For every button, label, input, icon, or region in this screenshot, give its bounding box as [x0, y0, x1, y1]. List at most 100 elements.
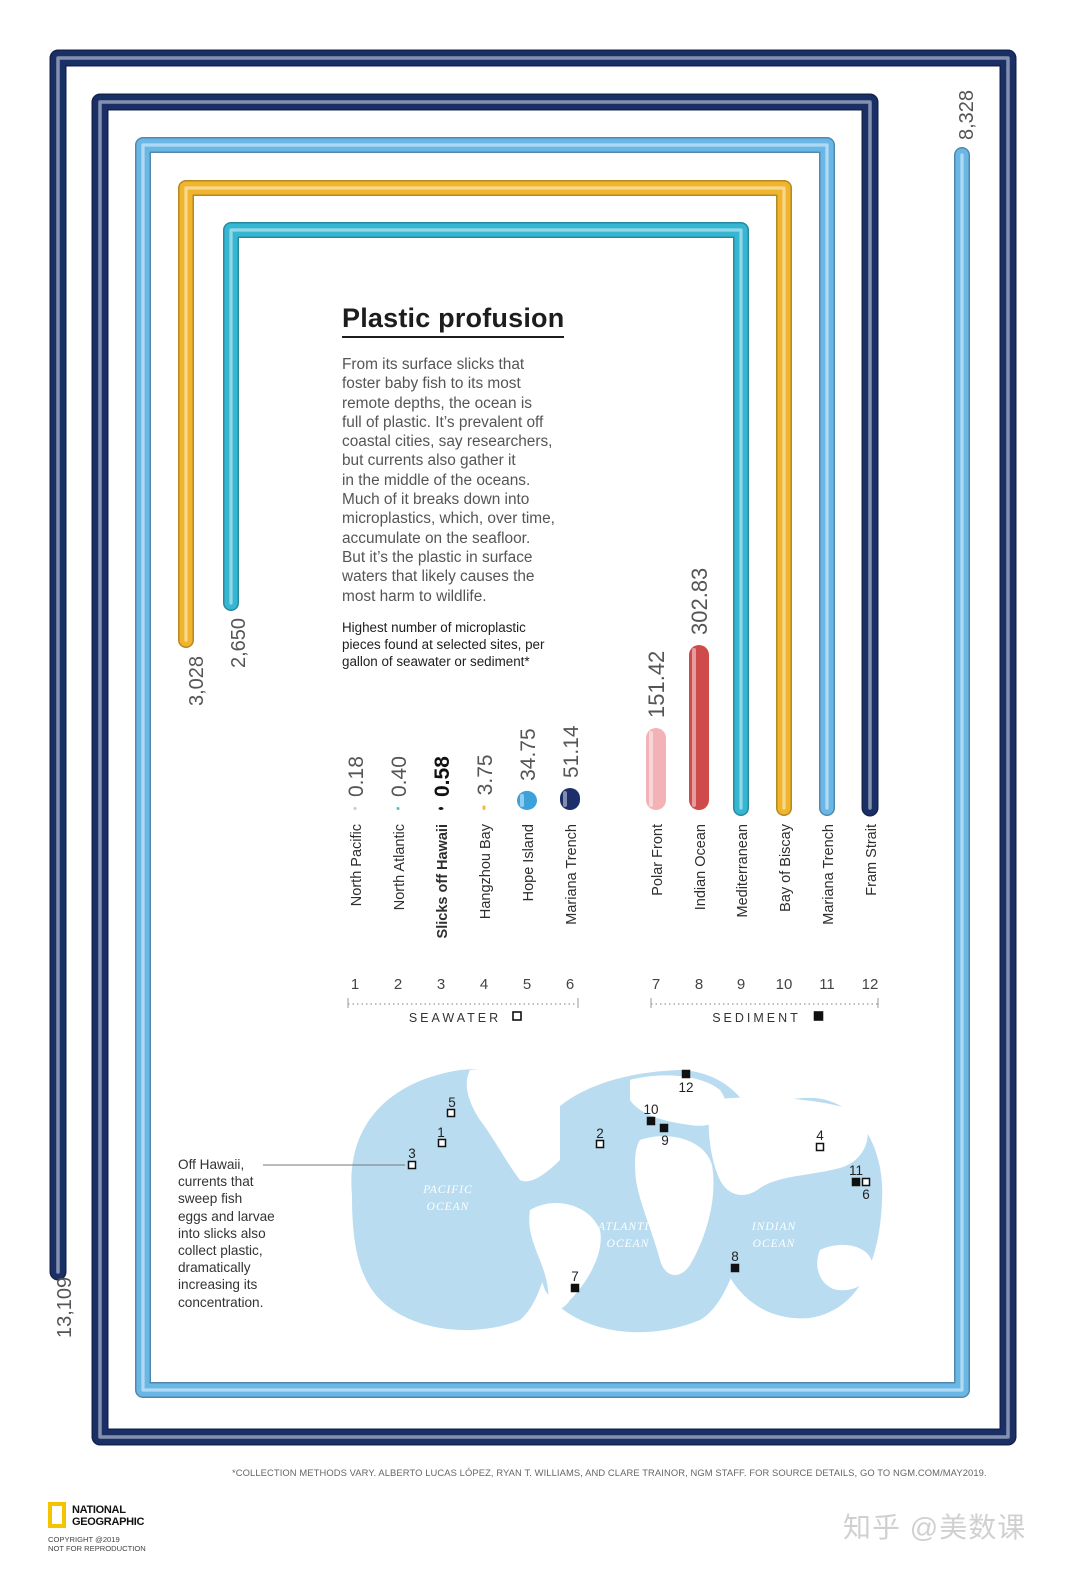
site-number-1: 1: [351, 976, 359, 993]
site-number-5: 5: [523, 976, 531, 993]
asia-land: [708, 1097, 868, 1195]
site-name-2: North Atlantic: [392, 824, 408, 910]
intro-line: Much of it breaks down into: [342, 491, 530, 509]
group-label: SEDIMENT: [712, 1011, 801, 1025]
site-name-10: Bay of Biscay: [778, 823, 794, 912]
seawater-marker-icon: [437, 1138, 447, 1148]
annotation-line: Off Hawaii,: [178, 1157, 245, 1172]
south-america-land: [529, 1202, 601, 1309]
ocean-label-atlantic-2: OCEAN: [607, 1238, 650, 1250]
copyright-line-1: COPYRIGHT @2019: [48, 1535, 120, 1544]
value-label-1: 0.18: [345, 756, 368, 797]
africa-land: [635, 1136, 714, 1276]
site-number-12: 12: [862, 976, 879, 993]
site-number-3: 3: [437, 976, 445, 993]
site-name-12: Fram Strait: [864, 824, 880, 896]
intro-line: waters that likely causes the: [342, 568, 535, 586]
sediment-marker-icon: [570, 1283, 580, 1293]
annotation-line: sweep fish: [178, 1191, 243, 1207]
sediment-marker-icon: [646, 1116, 656, 1126]
marker-number-2: 2: [596, 1126, 604, 1141]
intro-line: But it’s the plastic in surface: [342, 548, 533, 566]
seawater-marker-icon: [407, 1160, 417, 1170]
bar-mediterranean: [223, 222, 749, 816]
ocean-label-indian-2: OCEAN: [753, 1238, 796, 1250]
site-name-8: Indian Ocean: [693, 824, 709, 910]
seawater-marker-icon: [861, 1177, 871, 1187]
ocean-label-indian: INDIAN: [751, 1221, 797, 1233]
marker-number-3: 3: [408, 1146, 416, 1161]
marker-number-4: 4: [816, 1128, 824, 1143]
site-number-9: 9: [737, 976, 745, 993]
bar-2: [396, 807, 400, 810]
bar-6: [560, 788, 580, 810]
site-name-1: North Pacific: [349, 824, 365, 906]
hawaii-annotation: Off Hawaii, currents that sweep fish eggs a…: [178, 1156, 298, 1311]
marker-number-7: 7: [571, 1269, 579, 1284]
site-name-7: Polar Front: [650, 824, 666, 896]
europe-land: [630, 1075, 726, 1126]
value-label-3: 0.58: [431, 756, 454, 797]
source-footnote: *COLLECTION METHODS VARY. ALBERTO LUCAS …: [232, 1467, 987, 1478]
filled-square-icon: [813, 1011, 824, 1021]
site-number-4: 4: [480, 976, 488, 993]
value-label-11: 8,328: [956, 90, 978, 140]
group-label: SEAWATER: [409, 1011, 501, 1025]
bar-fram-strait: [49, 49, 1017, 1446]
north-america-land: [466, 1068, 560, 1182]
antarctica-land: [560, 1325, 700, 1343]
chart-title: Plastic profusion: [342, 303, 565, 338]
intro-line: full of plastic. It’s prevalent off: [342, 413, 544, 431]
seawater-marker-icon: [815, 1142, 825, 1152]
chart-subhead: Highest number of microplastic pieces fou…: [342, 619, 582, 671]
annotation-line: collect plastic,: [178, 1243, 263, 1259]
value-label-2: 0.40: [388, 756, 411, 797]
intro-line: microplastics, which, over time,: [342, 510, 555, 528]
open-square-icon: [512, 1011, 522, 1021]
site-name-4: Hangzhou Bay: [478, 823, 494, 919]
marker-number-12: 12: [678, 1080, 693, 1095]
value-label-9: 2,650: [228, 618, 250, 668]
subhead-line: gallon of seawater or sediment*: [342, 654, 530, 670]
seawater-marker-icon: [595, 1139, 605, 1149]
subhead-line: Highest number of microplastic: [342, 620, 526, 635]
site-name-3: Slicks off Hawaii: [435, 824, 451, 938]
annotation-line: dramatically: [178, 1260, 251, 1276]
value-label-7: 151.42: [644, 651, 669, 718]
site-number-10: 10: [776, 976, 793, 993]
intro-line: foster baby fish to its most: [342, 375, 521, 393]
site-number-7: 7: [652, 976, 660, 993]
logo-line-1: NATIONAL: [72, 1504, 126, 1516]
intro-line: From its surface slicks that: [342, 356, 525, 373]
annotation-line: currents that: [178, 1174, 254, 1190]
bar-7: [646, 728, 666, 810]
annotation-line: eggs and larvae: [178, 1208, 275, 1224]
value-label-12: 13,109: [54, 1277, 76, 1338]
watermark: 知乎 @美数课: [843, 1512, 1027, 1543]
annotation-line: into slicks also: [178, 1225, 266, 1241]
bar-4: [482, 805, 486, 810]
marker-number-1: 1: [437, 1125, 445, 1140]
site-number-2: 2: [394, 976, 402, 993]
site-number-6: 6: [566, 976, 574, 993]
marker-number-8: 8: [731, 1249, 739, 1264]
marker-number-10: 10: [643, 1102, 658, 1117]
intro-line: remote depths, the ocean is: [342, 394, 532, 412]
marker-number-6: 6: [862, 1187, 870, 1202]
site-name-6: Mariana Trench: [564, 824, 580, 925]
bar-bay-of-biscay: [178, 180, 792, 816]
intro-line: accumulate on the seafloor.: [342, 529, 531, 547]
ocean-label-pacific-2: OCEAN: [427, 1201, 470, 1213]
bar-8: [689, 645, 709, 810]
marker-number-9: 9: [661, 1133, 669, 1148]
sediment-marker-icon: [730, 1263, 740, 1273]
bar-mariana-trench-sediment: [135, 137, 970, 1398]
site-name-9: Mediterranean: [735, 824, 751, 918]
subhead-line: pieces found at selected sites, per: [342, 637, 545, 653]
intro-line: coastal cities, say researchers,: [342, 433, 553, 451]
bar-1: [353, 807, 357, 810]
intro-line: most harm to wildlife.: [342, 587, 487, 605]
intro-text: From its surface slicks that foster baby …: [342, 355, 587, 606]
